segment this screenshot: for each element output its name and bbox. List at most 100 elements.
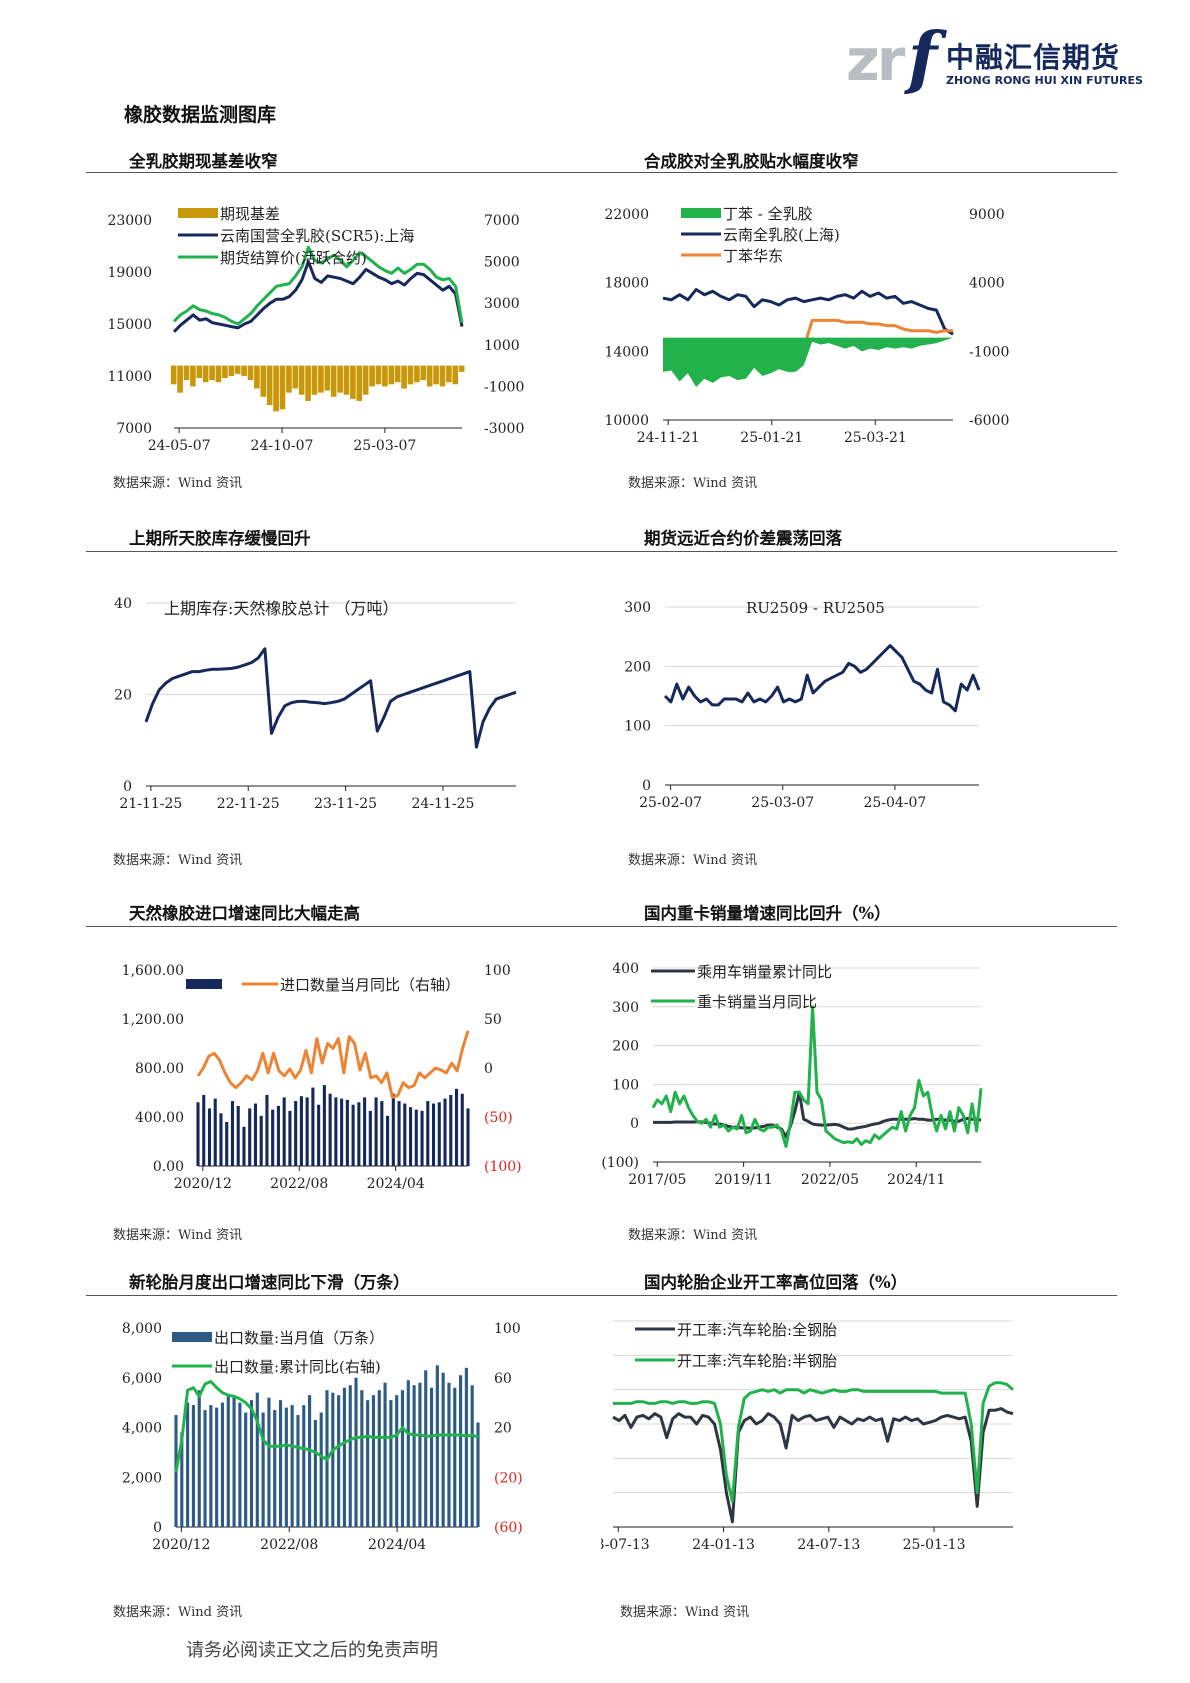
- bar: [424, 1370, 428, 1527]
- bar: [209, 1405, 213, 1527]
- panel-chart-1: 全乳胶期现基差收窄 23000 19000 15000 11000 7000 7000 50…: [86, 148, 602, 491]
- x-tick-label: 2024/04: [367, 1176, 425, 1192]
- y2-tick-label: -1000: [969, 344, 1009, 360]
- x-tick-label: 2017/05: [628, 1172, 686, 1188]
- y2-tick-label: -6000: [969, 413, 1009, 429]
- chart-1-svg: 23000 19000 15000 11000 7000 7000 5000 3000 1000…: [107, 205, 524, 454]
- bar: [276, 1105, 280, 1166]
- bar: [190, 365, 196, 387]
- bar: [426, 365, 433, 387]
- panel-chart-3: 上期所天胶库存缓慢回升 40 20 0 21-11-25 22-11-25 23-11-2…: [86, 525, 602, 868]
- legend-label: RU2509 - RU2505: [746, 599, 885, 617]
- bar: [311, 365, 318, 395]
- bar: [226, 1395, 230, 1527]
- x-tick-label: 2022/05: [801, 1172, 859, 1188]
- y-tick-label: 200: [624, 659, 651, 675]
- data-source-note: 数据来源：Wind 资讯: [628, 476, 758, 491]
- x-tick-label: 24-01-13: [692, 1537, 755, 1553]
- bar: [180, 1432, 184, 1527]
- x-tick-label: 25-03-21: [844, 430, 907, 446]
- chart-3-svg: 40 20 021-11-25 22-11-25 23-11-25 24-11-25 上期库…: [114, 596, 517, 812]
- x-tick-label: 25-03-07: [353, 438, 416, 454]
- bar: [420, 365, 427, 381]
- bar: [313, 1420, 317, 1527]
- bar: [225, 1121, 229, 1166]
- bar: [386, 1115, 390, 1166]
- bar: [441, 1372, 445, 1527]
- bar: [407, 365, 414, 385]
- bar: [273, 1410, 277, 1527]
- bar: [191, 1405, 195, 1527]
- title-rule: [86, 926, 602, 927]
- line-series: [662, 288, 954, 336]
- bar: [374, 1097, 378, 1166]
- bar: [414, 1109, 418, 1166]
- legend-label: 出口数量:当月值（万条）: [214, 1329, 384, 1347]
- bar: [254, 365, 260, 389]
- bar: [219, 1113, 223, 1166]
- bar: [388, 365, 395, 385]
- bar: [244, 1412, 248, 1527]
- line-series: [612, 1407, 1014, 1524]
- bar: [317, 1104, 321, 1166]
- line-series: [651, 1005, 983, 1148]
- bar: [196, 1102, 200, 1166]
- y2-tick-label: -3000: [484, 421, 524, 437]
- bar: [207, 1108, 212, 1166]
- bar: [296, 1415, 300, 1527]
- bar: [267, 1397, 271, 1527]
- y-tick-label: 18000: [604, 276, 649, 292]
- legend-label: 开工率:汽车轮胎:半钢胎: [677, 1352, 837, 1370]
- y-tick-label: 10000: [604, 413, 649, 429]
- x-tick-label: 24-11-21: [637, 430, 700, 446]
- legend-label: 云南国营全乳胶(SCR5):上海: [220, 227, 414, 245]
- bar: [369, 365, 375, 387]
- y-tick-label: 200: [612, 1039, 639, 1055]
- bar: [435, 1365, 439, 1527]
- bar: [170, 365, 177, 385]
- y-tick-label: 20: [114, 688, 132, 704]
- y2-tick-label: 0: [484, 1061, 493, 1077]
- bar: [397, 1101, 401, 1166]
- legend-label: 上期库存:天然橡胶总计 （万吨）: [164, 599, 398, 618]
- data-source-note: 数据来源：Wind 资讯: [113, 1228, 243, 1243]
- y-tick-label: 2,000: [122, 1470, 162, 1486]
- bar: [305, 1097, 309, 1166]
- bar: [209, 365, 215, 381]
- bar: [391, 1093, 395, 1166]
- bar: [362, 365, 369, 395]
- y2-tick-label: 100: [484, 963, 511, 979]
- y-tick-label: 0: [642, 778, 651, 794]
- bar: [400, 1390, 405, 1527]
- logo-company-name-en: ZHONG RONG HUI XIN FUTURES: [946, 74, 1143, 87]
- bar: [431, 1103, 436, 1166]
- bar: [337, 1395, 341, 1527]
- y-tick-label: 400.00: [135, 1110, 184, 1126]
- bar: [343, 365, 350, 395]
- bar: [215, 365, 222, 383]
- bar: [331, 1392, 335, 1527]
- x-tick-label: 22-11-25: [217, 796, 280, 812]
- bar: [255, 1392, 259, 1527]
- bar: [290, 1405, 294, 1527]
- bar: [345, 1099, 349, 1166]
- chart-title: 天然橡胶进口增速同比大幅走高: [129, 904, 360, 923]
- bar: [476, 1422, 480, 1527]
- bar: [458, 365, 465, 372]
- title-rule: [601, 172, 1117, 173]
- chart-title: 国内轮胎企业开工率高位回落（%）: [644, 1273, 908, 1292]
- bar: [454, 1088, 459, 1166]
- bar: [298, 365, 305, 395]
- bar: [324, 365, 331, 391]
- panel-chart-4: 期货远近合约价差震荡回落 300 200 100 0 25-02-07 25-03-07 2…: [601, 525, 1117, 868]
- bar: [220, 1402, 225, 1527]
- bar: [401, 365, 407, 389]
- bar: [414, 365, 420, 383]
- title-rule: [601, 1295, 1117, 1296]
- y-tick-label: 0: [123, 779, 132, 795]
- x-tick-label: 23-07-13: [601, 1537, 650, 1553]
- y-tick-label: 14000: [604, 344, 649, 360]
- legend-label: 丁苯华东: [723, 247, 783, 265]
- y-tick-label: 100: [624, 719, 651, 735]
- bar: [202, 1094, 206, 1166]
